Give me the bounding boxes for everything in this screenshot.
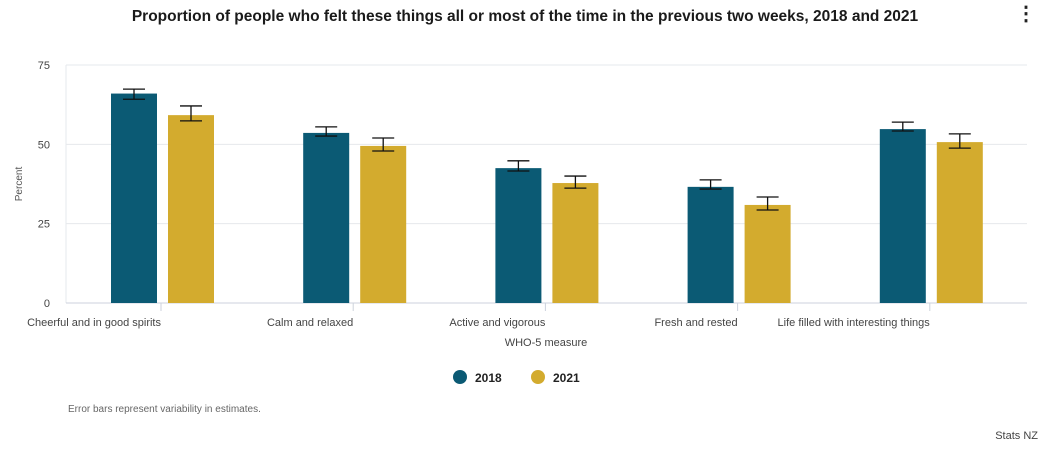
bar-2018 (495, 168, 542, 303)
footnote: Error bars represent variability in esti… (68, 404, 261, 415)
source-credit: Stats NZ (995, 430, 1038, 442)
x-axis-label: WHO-5 measure (505, 337, 588, 349)
legend-marker-2021 (531, 370, 545, 384)
y-tick-label: 75 (38, 60, 50, 72)
legend-label-2018: 2018 (475, 371, 502, 385)
bar-2021 (744, 204, 791, 303)
x-tick-label: Fresh and rested (654, 317, 737, 329)
bar-2021 (168, 115, 214, 303)
bar-2018 (303, 132, 350, 303)
chart-title: Proportion of people who felt these thin… (131, 8, 919, 25)
y-tick-label: 25 (38, 219, 50, 231)
bar-2018 (111, 93, 157, 303)
y-axis-label: Percent (14, 167, 25, 202)
legend-label-2021: 2021 (553, 371, 580, 385)
bar-2018 (687, 186, 734, 303)
x-tick-label: Active and vigorous (449, 317, 545, 329)
x-tick-label: Calm and relaxed (267, 317, 353, 329)
x-tick-label: Cheerful and in good spirits (27, 317, 161, 329)
legend-marker-2018 (453, 370, 467, 384)
y-tick-label: 50 (38, 139, 50, 151)
bar-chart: 0 25 50 75 Percent Cheerful and in good spiri… (14, 60, 1027, 385)
bar-2021 (552, 183, 599, 303)
y-tick-label: 0 (44, 298, 50, 310)
bar-2018 (879, 129, 926, 303)
x-tick-label: Life filled with interesting things (778, 317, 931, 329)
bar-2021 (936, 142, 983, 303)
bar-2021 (360, 145, 407, 303)
